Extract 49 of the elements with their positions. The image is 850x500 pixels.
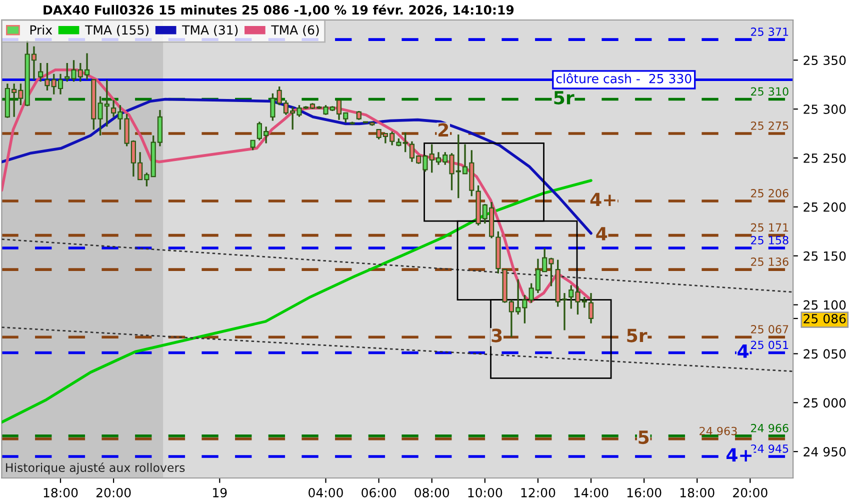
x-tick-label: 10:00 bbox=[468, 488, 502, 498]
ref-line-label: 25 067 bbox=[751, 325, 788, 334]
ref-line-label: 24 963 bbox=[700, 426, 737, 436]
annotation: 3 bbox=[492, 328, 502, 342]
x-tick-label: 18:00 bbox=[680, 488, 714, 498]
ref-line-label: 25 051 bbox=[751, 340, 788, 350]
ref-line-label: 25 136 bbox=[751, 258, 788, 266]
annotation: 5r bbox=[554, 91, 574, 105]
x-tick-label: 12:00 bbox=[521, 488, 556, 498]
x-tick-label: 20:00 bbox=[733, 488, 768, 498]
x-tick-label: 04:00 bbox=[308, 488, 343, 498]
chart-title: DAX40 Full0326 15 minutes 25 086 -1,00 % 19 févr. 2026, 14:10:19 bbox=[44, 4, 514, 16]
x-tick-label: 06:00 bbox=[362, 488, 396, 498]
ref-line-label: 25 275 bbox=[751, 121, 788, 130]
y-tick-label: 25 200 bbox=[804, 202, 846, 212]
ref-line-label: 25 310 bbox=[751, 87, 788, 96]
y-tick-label: 25 250 bbox=[804, 153, 846, 163]
x-tick-label: 08:00 bbox=[414, 488, 450, 498]
y-tick-label: 25 150 bbox=[804, 251, 846, 261]
x-tick-label: 16:00 bbox=[627, 488, 662, 498]
legend-label: TMA (6) bbox=[271, 25, 319, 36]
annotation: 4+ bbox=[590, 192, 616, 206]
annotation: 4 bbox=[596, 227, 608, 240]
y-tick-label: 25 100 bbox=[804, 300, 846, 310]
y-tick-label: 25 050 bbox=[804, 349, 846, 359]
legend-label: TMA (31) bbox=[182, 25, 238, 36]
ref-line-label: 25 171 bbox=[751, 223, 788, 232]
ref-line-label: 25 158 bbox=[751, 236, 788, 244]
x-tick-label: 19 bbox=[213, 488, 227, 498]
annotation: 5 bbox=[638, 430, 649, 444]
legend-label: TMA (155) bbox=[84, 25, 149, 36]
annotation: 4+ bbox=[726, 448, 752, 462]
ref-line-label: 24 966 bbox=[751, 424, 788, 432]
annotation: 5r bbox=[627, 328, 648, 342]
annotation: Historique ajusté aux rollovers bbox=[6, 462, 185, 474]
x-tick-label: 20:00 bbox=[96, 488, 131, 498]
y-tick-label: 25 086 bbox=[804, 314, 846, 324]
x-tick-label: 18:00 bbox=[44, 488, 78, 498]
annotation: 4 bbox=[738, 344, 749, 358]
annotation: 2 bbox=[438, 123, 448, 137]
y-tick-label: 24 950 bbox=[804, 447, 846, 457]
y-tick-label: 25 350 bbox=[804, 56, 846, 66]
legend-label: Prix bbox=[30, 25, 52, 34]
x-tick-label: 14:00 bbox=[574, 488, 608, 498]
ref-line-label: 25 206 bbox=[751, 189, 788, 198]
y-tick-label: 25 300 bbox=[804, 104, 846, 114]
ref-line-label: 25 371 bbox=[751, 28, 788, 36]
ref-line-label: clôture cash - 25 330 bbox=[556, 73, 692, 84]
y-tick-label: 25 000 bbox=[804, 398, 846, 408]
